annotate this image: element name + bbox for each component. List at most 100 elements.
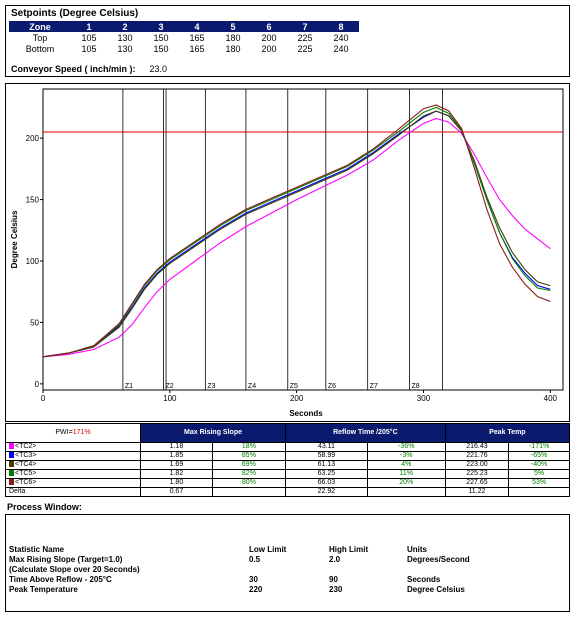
conveyor-speed-value: 23.0 — [149, 64, 168, 74]
delta-empty — [508, 487, 570, 497]
pw-units: Degrees/Second — [407, 555, 470, 564]
zone-number: 6 — [251, 21, 287, 32]
delta-empty — [211, 487, 287, 497]
setpoints-table: Zone 1 2 3 4 5 6 7 8 Top 105 130 150 165… — [9, 21, 359, 54]
zone-number: 8 — [323, 21, 359, 32]
series-line — [42, 104, 551, 358]
top-value: 180 — [225, 32, 241, 43]
peak-pct-cell: -171% — [508, 442, 570, 452]
slope-header: Max Rising Slope — [139, 423, 287, 443]
slope-value: 1.18 — [169, 443, 184, 450]
bottom-label: Bottom — [25, 43, 55, 54]
zone-number: 3 — [143, 21, 179, 32]
pw-low: 30 — [249, 575, 258, 584]
pw-row: Max Rising Slope (Target=1.0) 0.5 2.0 De… — [9, 555, 470, 565]
pw-high — [329, 565, 407, 575]
bottom-value: 165 — [189, 43, 205, 54]
stats-row: <TC3> 1.85 85% 58.99 -3% 221.76 -65% — [5, 451, 570, 461]
tc-name: <TC5> — [15, 470, 37, 477]
reflow-value: 61.13 — [317, 461, 336, 468]
x-tick-label: 100 — [163, 394, 177, 403]
zone-label: Z2 — [165, 383, 173, 390]
y-tick-label: 0 — [35, 380, 40, 389]
zone-header-row: Zone 1 2 3 4 5 6 7 8 — [9, 21, 359, 32]
series-line — [42, 117, 551, 358]
reflow-pct: 20% — [399, 479, 414, 486]
x-tick-label: 300 — [417, 394, 431, 403]
peak-pct-cell: 53% — [508, 478, 570, 488]
slope-pct: 85% — [241, 452, 256, 459]
zone-number: 1 — [71, 21, 107, 32]
peak-pct: -171% — [528, 443, 550, 450]
pw-high: 90 — [329, 575, 338, 584]
peak-value-cell: 223.00 — [444, 460, 510, 470]
y-tick-label: 100 — [26, 257, 40, 266]
pw-row: (Calculate Slope over 20 Seconds) — [9, 565, 470, 575]
zone-number: 7 — [287, 21, 323, 32]
slope-value-cell: 1.18 — [140, 442, 213, 452]
slope-pct-cell: 82% — [211, 469, 287, 479]
slope-value-cell: 1.69 — [140, 460, 213, 470]
slope-pct: 82% — [241, 470, 256, 477]
stats-row: <TC6> 1.80 80% 66.03 20% 227.65 53% — [5, 478, 570, 488]
bottom-value: 200 — [261, 43, 277, 54]
peak-value: 216.43 — [466, 443, 488, 450]
reflow-header: Reflow Time /205°C — [285, 423, 446, 443]
y-tick-label: 200 — [26, 134, 40, 143]
slope-value: 1.85 — [169, 452, 184, 459]
tc-name: <TC2> — [15, 443, 37, 450]
pw-units — [407, 565, 470, 575]
slope-value: 1.80 — [169, 479, 184, 486]
bottom-value: 240 — [333, 43, 349, 54]
reflow-pct: 11% — [399, 470, 414, 477]
pw-row: Peak Temperature 220 230 Degree Celsius — [9, 585, 470, 595]
peak-value: 225.23 — [466, 470, 488, 477]
setpoints-title: Setpoints (Degree Celsius) — [11, 8, 139, 19]
peak-value-cell: 227.65 — [444, 478, 510, 488]
tc-name-cell: <TC6> — [5, 478, 141, 488]
y-tick-label: 50 — [30, 318, 39, 327]
reflow-pct-cell: 4% — [366, 460, 446, 470]
zone-label: Z5 — [290, 383, 298, 390]
top-value: 165 — [189, 32, 205, 43]
reflow-pct-cell: 20% — [366, 478, 446, 488]
pw-name: Max Rising Slope (Target=1.0) — [9, 555, 123, 564]
series-swatch — [9, 443, 14, 450]
top-row: Top 105 130 150 165 180 200 225 240 — [9, 32, 359, 43]
peak-pct: 53% — [532, 479, 547, 486]
stats-body: <TC2> 1.18 18% 43.11 -36% 216.43 -171% <TC3> 1.8… — [5, 442, 570, 488]
top-value: 130 — [117, 32, 133, 43]
peak-value-cell: 225.23 — [444, 469, 510, 479]
slope-value-cell: 1.82 — [140, 469, 213, 479]
process-window-title: Process Window: — [7, 502, 82, 512]
bottom-value: 180 — [225, 43, 241, 54]
slope-pct-cell: 85% — [211, 451, 287, 461]
reflow-pct: 4% — [401, 461, 412, 468]
reflow-value-cell: 43.11 — [285, 442, 368, 452]
zone-number: 5 — [215, 21, 251, 32]
stats-row: <TC2> 1.18 18% 43.11 -36% 216.43 -171% — [5, 442, 570, 452]
pw-name: (Calculate Slope over 20 Seconds) — [9, 565, 140, 574]
top-label: Top — [32, 32, 48, 43]
delta-slope: 0.67 — [140, 487, 213, 497]
slope-value-cell: 1.85 — [140, 451, 213, 461]
pw-units: Degree Celsius — [407, 585, 465, 594]
peak-value: 221.76 — [466, 452, 488, 459]
stats-row: <TC4> 1.69 69% 61.13 4% 223.00 -40% — [5, 460, 570, 470]
tc-name: <TC4> — [15, 461, 37, 468]
delta-row: Delta 0.67 22.92 11.22 — [5, 487, 570, 497]
bottom-value: 130 — [117, 43, 133, 54]
y-tick-label: 150 — [26, 196, 40, 205]
profile-chart: Z1 Z2 Z3 Z4 Z5 Z6 Z7 Z8 0 50 100 150 200 0 100 200 300 40… — [5, 83, 570, 422]
pw-low: 220 — [249, 585, 263, 594]
pw-high: 2.0 — [329, 555, 341, 564]
tc-name: <TC6> — [15, 479, 37, 486]
x-axis-label: Seconds — [289, 409, 323, 418]
reflow-value: 66.03 — [317, 479, 336, 486]
reflow-value: 43.11 — [317, 443, 335, 450]
reflow-value-cell: 63.25 — [285, 469, 368, 479]
top-value: 150 — [153, 32, 169, 43]
slope-pct-cell: 80% — [211, 478, 287, 488]
setpoints-panel: Setpoints (Degree Celsius) Zone 1 2 3 4 … — [5, 5, 570, 77]
x-tick-label: 200 — [290, 394, 304, 403]
